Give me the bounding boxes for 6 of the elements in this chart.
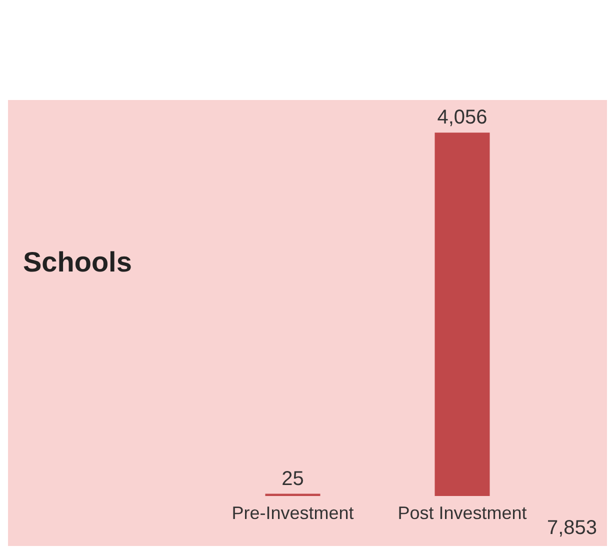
- text: Schools: [23, 246, 132, 278]
- x-tick-label: Pre-Investment: [232, 503, 354, 523]
- x-tick-label: Post Investment: [398, 503, 527, 523]
- text: 7,853: [546, 517, 598, 539]
- data-label: 4,056: [437, 106, 488, 129]
- data-label: 25: [282, 468, 304, 490]
